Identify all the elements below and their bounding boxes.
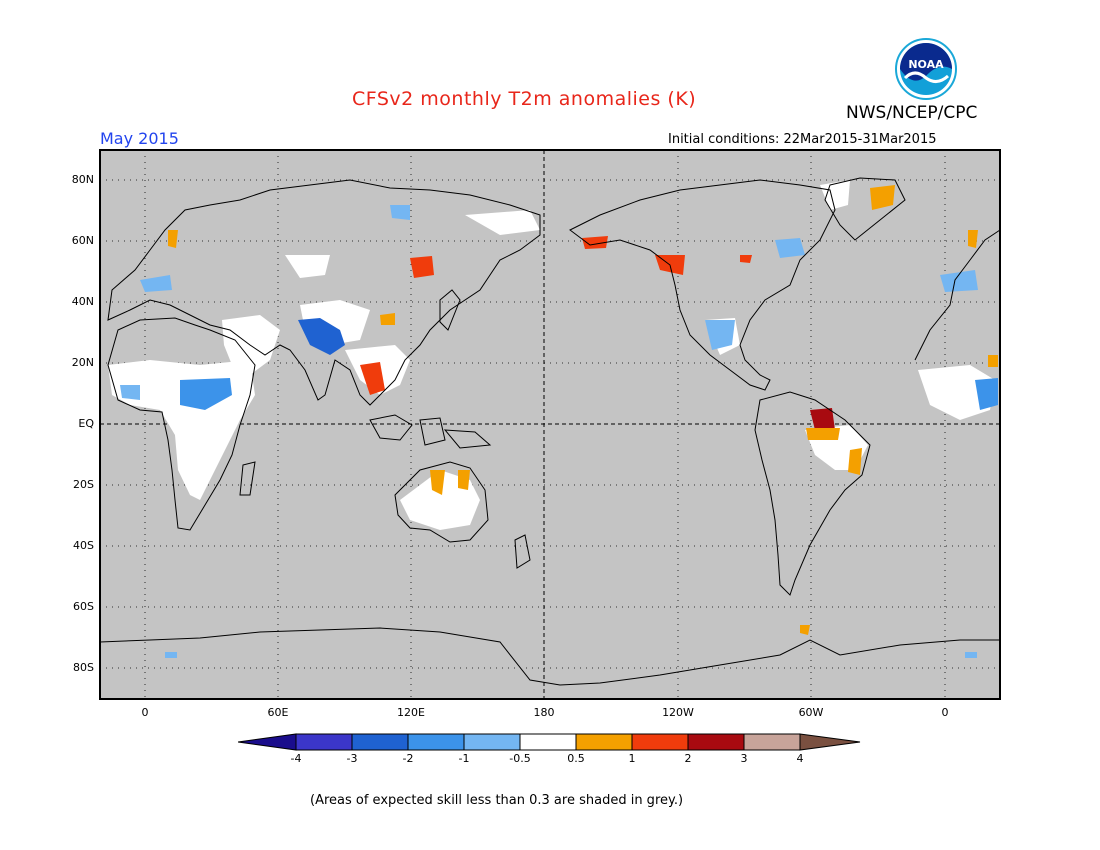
lat-label-20s: 20S xyxy=(73,478,94,491)
legend-arrow-right xyxy=(799,733,861,751)
color-legend xyxy=(238,733,861,751)
forecast-month: May 2015 xyxy=(100,129,179,148)
lat-label-20n: 20N xyxy=(71,356,94,369)
lat-label-80n: 80N xyxy=(71,173,94,186)
agency-label: NWS/NCEP/CPC xyxy=(846,103,978,123)
legend-tick: -0.5 xyxy=(509,752,531,765)
legend-bin xyxy=(687,733,745,751)
lon-label-180: 180 xyxy=(533,706,555,719)
legend-bin xyxy=(463,733,521,751)
lon-label-120e: 120E xyxy=(397,706,425,719)
legend-tick: 1 xyxy=(628,752,636,765)
legend-bin xyxy=(631,733,689,751)
skill-footnote: (Areas of expected skill less than 0.3 a… xyxy=(310,793,684,808)
warm-anomaly-areas xyxy=(168,185,998,635)
legend-tick: -2 xyxy=(402,752,414,765)
legend-bin xyxy=(351,733,409,751)
noaa-logo: NOAA xyxy=(895,38,957,100)
lon-label-120w: 120W xyxy=(662,706,694,719)
lon-label-60w: 60W xyxy=(798,706,824,719)
legend-tick: 3 xyxy=(740,752,748,765)
lon-label-0-right: 0 xyxy=(941,706,949,719)
lat-label-40s: 40S xyxy=(73,539,94,552)
legend-tick: -4 xyxy=(290,752,302,765)
lon-label-0: 0 xyxy=(141,706,149,719)
lat-label-40n: 40N xyxy=(71,295,94,308)
legend-bin xyxy=(407,733,465,751)
lat-label-80s: 80S xyxy=(73,661,94,674)
legend-bin xyxy=(295,733,353,751)
legend-bin xyxy=(575,733,633,751)
legend-tick: -3 xyxy=(346,752,358,765)
legend-bin xyxy=(743,733,801,751)
svg-text:NOAA: NOAA xyxy=(908,58,944,71)
initial-conditions: Initial conditions: 22Mar2015-31Mar2015 xyxy=(668,132,937,147)
lat-label-eq: EQ xyxy=(78,417,94,430)
legend-tick: -1 xyxy=(458,752,470,765)
legend-arrow-left xyxy=(238,733,297,751)
map-title: CFSv2 monthly T2m anomalies (K) xyxy=(352,88,697,110)
legend-bin xyxy=(519,733,577,751)
legend-tick: 4 xyxy=(796,752,804,765)
cold-anomaly-areas xyxy=(120,205,998,658)
legend-tick: 2 xyxy=(684,752,692,765)
lat-label-60n: 60N xyxy=(71,234,94,247)
reference-lines xyxy=(100,150,1000,699)
lat-label-60s: 60S xyxy=(73,600,94,613)
lon-label-60e: 60E xyxy=(267,706,289,719)
coastlines xyxy=(99,177,1001,686)
legend-tick: 0.5 xyxy=(567,752,585,765)
